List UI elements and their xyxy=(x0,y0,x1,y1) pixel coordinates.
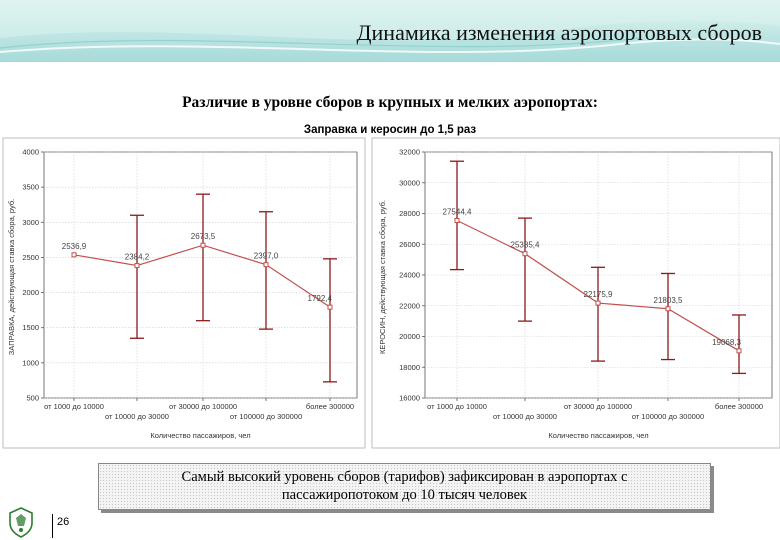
page-title: Динамика изменения аэропортовых сборов xyxy=(356,20,762,45)
charts-area: 500 1000 1500 2000 2500 3000 3500 4000 от 1000 д… xyxy=(2,137,780,449)
data-label: 2397,0 xyxy=(254,252,279,261)
data-label: 19068,3 xyxy=(712,338,741,347)
data-point xyxy=(71,252,77,258)
x-tick-label: от 1000 до 10000 xyxy=(427,402,487,411)
data-point xyxy=(327,304,333,310)
data-label: 2673,5 xyxy=(191,232,216,241)
data-point xyxy=(665,306,671,312)
data-label: 22175,9 xyxy=(584,290,613,299)
y-tick-label: 1000 xyxy=(22,358,39,367)
y-tick-label: 16000 xyxy=(399,394,420,403)
y-axis-label: ЗАПРАВКА, действующая ставка сбора, руб. xyxy=(7,199,16,355)
data-point xyxy=(263,262,269,268)
y-axis-label: КЕРОСИН, действующая ставка сбора, руб. xyxy=(378,200,387,354)
y-tick-label: 20000 xyxy=(399,332,420,341)
x-tick-label: от 100000 до 300000 xyxy=(230,412,302,421)
data-point xyxy=(454,218,460,224)
conclusion-callout: Самый высокий уровень сборов (тарифов) з… xyxy=(98,463,711,510)
x-tick-label: от 10000 до 30000 xyxy=(105,412,169,421)
plot-area xyxy=(43,151,358,399)
data-point xyxy=(200,242,206,248)
x-axis-label: Количество пассажиров, чел xyxy=(548,431,648,440)
y-tick-label: 1500 xyxy=(22,323,39,332)
x-axis-label: Количество пассажиров, чел xyxy=(150,431,250,440)
y-tick-label: 500 xyxy=(26,394,39,403)
page-number: 26 xyxy=(57,516,70,528)
data-label: 1792,4 xyxy=(308,294,333,303)
y-tick-label: 28000 xyxy=(399,209,420,218)
y-tick-label: 24000 xyxy=(399,271,420,280)
data-point xyxy=(522,251,528,257)
y-tick-label: 3000 xyxy=(22,218,39,227)
chart-1: 500 1000 1500 2000 2500 3000 3500 4000 от 1000 д… xyxy=(2,137,366,449)
data-label: 2536,9 xyxy=(62,242,87,251)
data-label: 2384,2 xyxy=(125,253,150,262)
y-tick-label: 32000 xyxy=(399,148,420,157)
callout-line-2: пассажиропотоком до 10 тысяч человек xyxy=(281,487,528,503)
x-tick-label: более 300000 xyxy=(306,402,354,411)
x-tick-label: от 100000 до 300000 xyxy=(632,412,704,421)
y-tick-label: 3500 xyxy=(22,183,39,192)
y-tick-label: 2000 xyxy=(22,288,39,297)
y-tick-label: 26000 xyxy=(399,240,420,249)
data-label: 27544,4 xyxy=(443,208,472,217)
x-tick-label: от 10000 до 30000 xyxy=(493,412,557,421)
y-tick-label: 2500 xyxy=(22,253,39,262)
y-tick-label: 22000 xyxy=(399,301,420,310)
slide-subtitle: Различие в уровне сборов в крупных и мел… xyxy=(182,94,598,111)
data-point xyxy=(134,263,140,269)
callout-line-1: Самый высокий уровень сборов (тарифов) з… xyxy=(181,469,628,485)
y-tick-label: 18000 xyxy=(399,363,420,372)
y-tick-label: 4000 xyxy=(22,148,39,157)
footer-divider xyxy=(52,514,53,538)
data-label: 25385,4 xyxy=(511,241,540,250)
x-tick-label: от 30000 до 100000 xyxy=(169,402,237,411)
emblem-icon xyxy=(9,507,33,538)
chart-2: 16000 18000 20000 22000 24000 26000 28000 30000… xyxy=(371,137,780,449)
y-tick-label: 30000 xyxy=(399,178,420,187)
header-decoration xyxy=(0,0,780,54)
chart-caption: Заправка и керосин до 1,5 раз xyxy=(303,124,477,136)
x-tick-label: от 1000 до 10000 xyxy=(44,402,104,411)
data-point xyxy=(595,300,601,306)
x-tick-label: более 300000 xyxy=(715,402,763,411)
data-point xyxy=(736,348,742,354)
data-label: 21803,5 xyxy=(654,296,683,305)
x-tick-label: от 30000 до 100000 xyxy=(564,402,632,411)
